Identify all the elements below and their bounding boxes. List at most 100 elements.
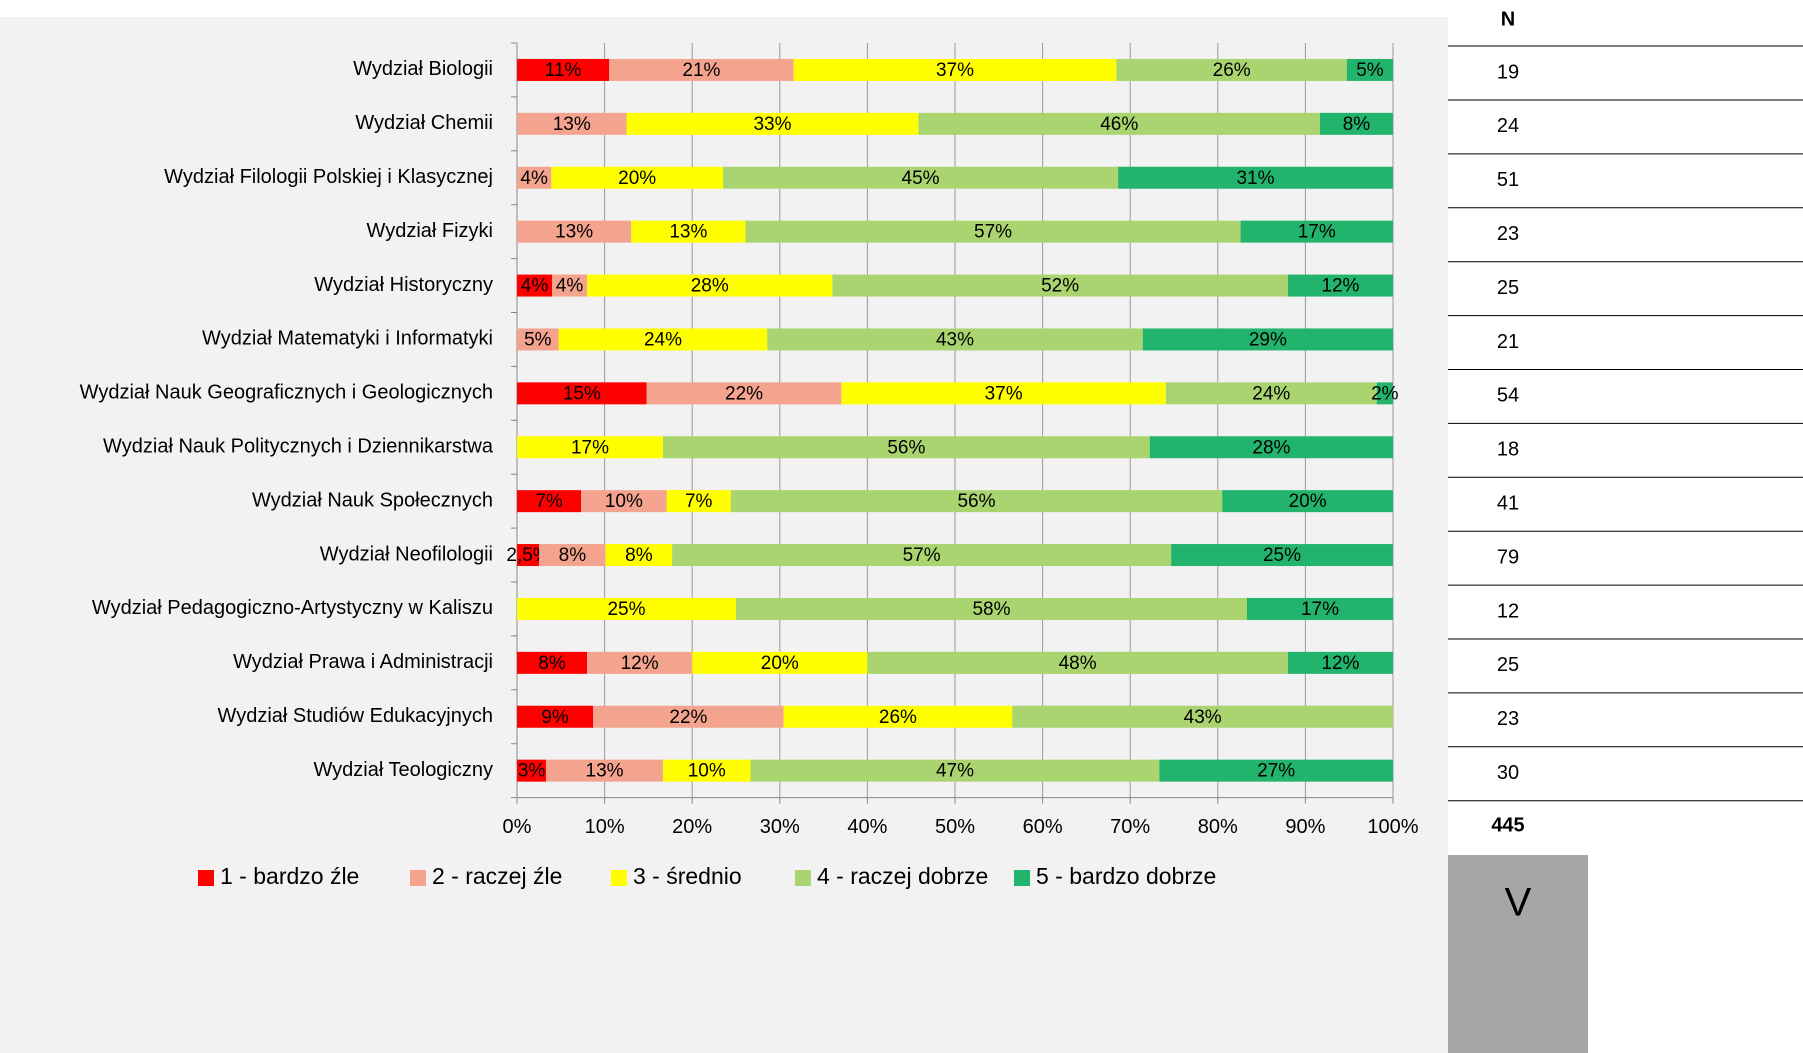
data-label: 13% [555,222,593,243]
data-label: 4% [520,168,548,189]
data-label: 46% [1100,114,1138,135]
bar-segment [517,759,547,782]
bar-segment [581,490,667,513]
bar-segment [517,651,588,674]
data-label: 10% [605,491,643,512]
bar-segment [918,112,1320,135]
bar-segment [1346,58,1393,81]
table-cell: 30 [1497,762,1519,784]
bar-segment [605,544,673,567]
bar-segment [783,705,1013,728]
y-tick-label: Wydział Nauk Społecznych [252,489,493,511]
x-tick-label: 20% [672,816,712,838]
bar-segment [587,274,833,297]
table-cell: 51 [1497,169,1519,191]
bar-segment [517,544,540,567]
data-label: 57% [903,545,941,566]
data-label: 33% [753,114,791,135]
data-label: 12% [1321,653,1359,674]
bar-segment [517,490,582,513]
bar-segment [1246,597,1393,620]
bar-segment [1376,382,1393,405]
bar-segment [517,112,627,135]
table-cell: 12 [1497,600,1519,622]
data-label: 7% [685,491,713,512]
bar-segment [662,759,751,782]
table-cell: 23 [1497,223,1519,245]
data-label: 47% [936,761,974,782]
bar-segment [832,274,1288,297]
y-tick-label: Wydział Prawa i Administracji [233,651,493,673]
data-label: 2,5% [506,545,549,566]
bar-segment [1222,490,1394,513]
data-label: 26% [1213,60,1251,81]
data-label: 11% [545,60,582,81]
data-label: 12% [621,653,659,674]
bar-segment [692,651,868,674]
bar-segment [1165,382,1377,405]
table-cell: 18 [1497,439,1519,461]
button-label[interactable]: V [1505,881,1532,925]
bar-segment [1012,705,1394,728]
bar-segment [1159,759,1393,782]
bar-segment [745,220,1241,243]
data-label: 25% [607,599,645,620]
data-label: 25% [1263,545,1301,566]
y-tick-label: Wydział Matematyki i Informatyki [202,328,493,350]
data-label: 17% [1301,599,1339,620]
data-label: 31% [1236,168,1274,189]
y-tick-label: Wydział Fizyki [367,220,494,242]
data-label: 3% [518,761,546,782]
legend-swatch [795,870,811,886]
data-label: 4% [521,276,549,297]
x-tick-label: 50% [935,816,975,838]
data-label: 24% [644,329,682,350]
data-label: 8% [625,545,653,566]
bar-segment [793,58,1117,81]
bar-segment [517,58,610,81]
data-label: 5% [1356,60,1384,81]
bar-segment [730,490,1223,513]
button[interactable] [1448,855,1588,1053]
table-cell: 41 [1497,492,1519,514]
x-tick-label: 0% [503,816,532,838]
table-cell: 25 [1497,654,1519,676]
data-label: 22% [669,707,707,728]
legend-swatch [1014,870,1030,886]
x-tick-label: 70% [1110,816,1150,838]
data-label: 8% [1343,114,1371,135]
table-cell: 19 [1497,61,1519,83]
bar-segment [517,436,664,459]
bar-segment [646,382,842,405]
data-label: 43% [1184,707,1222,728]
bar-segment [517,382,647,405]
data-label: 4% [556,276,584,297]
data-label: 7% [535,491,563,512]
x-tick-label: 100% [1367,816,1418,838]
x-tick-label: 10% [585,816,625,838]
data-label: 20% [1289,491,1327,512]
legend-label: 4 - raczej dobrze [817,863,988,889]
legend-label: 2 - raczej źle [432,863,562,889]
data-label: 22% [725,383,763,404]
bar-segment [1287,651,1393,674]
bar-segment [1171,544,1393,567]
data-label: 52% [1041,276,1079,297]
bar-segment [626,112,919,135]
bar-segment [517,274,553,297]
data-label: 28% [1252,437,1290,458]
bar-segment [517,328,559,351]
data-label: 21% [682,60,720,81]
chart-area [0,17,1448,1053]
table-cell: 24 [1497,115,1519,137]
y-tick-label: Wydział Nauk Politycznych i Dziennikarst… [103,436,494,458]
data-label: 8% [559,545,587,566]
data-label: 56% [887,437,925,458]
bar-segment [517,597,736,620]
data-label: 28% [691,276,729,297]
table-cell: 54 [1497,385,1519,407]
data-label: 10% [688,761,726,782]
data-label: 37% [936,60,974,81]
bar-segment [672,544,1172,567]
legend-label: 3 - średnio [633,863,742,889]
